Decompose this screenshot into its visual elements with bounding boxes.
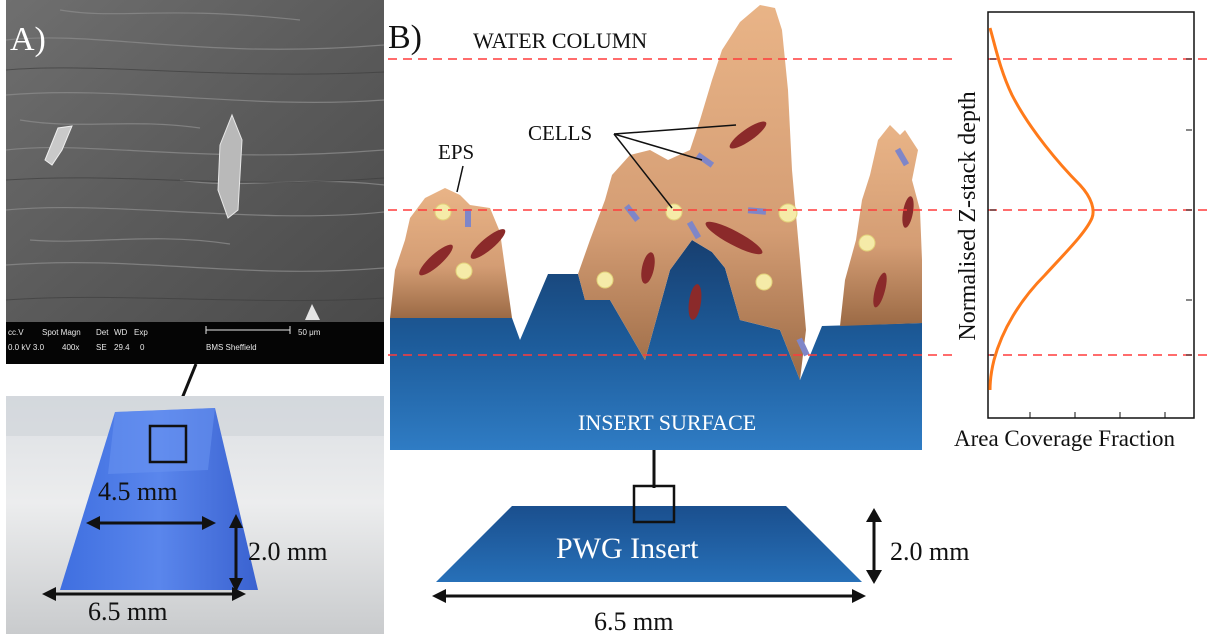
profile-plot-ticks: [990, 58, 1192, 418]
round-cell: [596, 271, 614, 289]
round-cell: [858, 234, 876, 252]
rod-cell: [419, 244, 453, 276]
rod-cell: [470, 229, 506, 259]
sem-info-det: Det: [96, 328, 109, 337]
photo-top-width-label: 4.5 mm: [98, 477, 177, 506]
rod-cell: [705, 221, 763, 255]
photo-arrowheads: [42, 514, 246, 601]
sem-info-exp-value: 0: [140, 343, 145, 352]
round-cell: [434, 203, 452, 221]
sem-info-cc: cc.V: [8, 328, 24, 337]
sem-info-wd: WD: [114, 328, 128, 337]
photo-height-label: 2.0 mm: [248, 537, 327, 566]
panel-a-label: A): [10, 21, 46, 58]
zoom-box-diagram: [632, 484, 676, 524]
rod-cell: [902, 196, 914, 228]
sem-info-mag: 400x: [62, 343, 79, 352]
sem-particle-tip: [305, 304, 320, 320]
photo-bottom-width-label: 6.5 mm: [88, 597, 167, 626]
eps-label: EPS: [438, 140, 474, 164]
rod-cell: [873, 272, 887, 308]
sem-particle-small: [44, 125, 73, 166]
sem-info-spot: Spot Magn: [42, 328, 81, 337]
profile-plot: [987, 11, 1195, 419]
short-rod-cell: [624, 204, 640, 222]
diagram-width-label: 6.5 mm: [594, 607, 673, 636]
area-coverage-profile: [988, 27, 1095, 391]
eps-cluster-left: [390, 188, 512, 318]
round-cell: [455, 262, 473, 280]
sem-info-se: SE: [96, 343, 107, 352]
short-rod-cell: [796, 337, 810, 357]
eps-pointer: [456, 165, 464, 193]
photo-dimension-arrows: [48, 521, 240, 596]
short-rod-cell: [695, 152, 715, 168]
round-cell: [665, 203, 683, 221]
diagram-arrowheads: [432, 508, 882, 603]
short-rod-cell: [465, 209, 471, 227]
rod-cells: [419, 121, 914, 320]
short-rod-cell: [894, 147, 910, 167]
sem-info-wd-value: 29.4: [114, 343, 130, 352]
sem-scale-label: 50 μm: [298, 328, 321, 337]
sem-info-exp: Exp: [134, 328, 148, 337]
panel-b-label: B): [388, 19, 422, 56]
rod-cell: [688, 284, 702, 320]
pwg-insert-label: PWG Insert: [556, 532, 699, 565]
diagram-height-label: 2.0 mm: [890, 537, 969, 566]
insert-photo: [6, 396, 384, 634]
pwg-insert-diagram: [436, 506, 862, 582]
short-rod-cell: [747, 207, 767, 215]
sem-micrograph: cc.V Spot Magn Det WD Exp 0.0 kV 3.0 400…: [5, 0, 385, 364]
short-rod-cell: [686, 220, 702, 240]
insert-surface: [390, 240, 922, 450]
sem-info-bar: [6, 322, 384, 364]
cells-pointers: [613, 124, 737, 209]
depth-guide-lines: [388, 58, 1212, 356]
rod-cell: [641, 252, 655, 284]
rod-cell: [729, 121, 767, 149]
round-cell: [755, 273, 773, 291]
insert-surface-label: INSERT SURFACE: [578, 410, 756, 435]
sem-particle-large: [217, 113, 243, 219]
short-rod-cells: [465, 147, 910, 357]
round-cell: [778, 203, 798, 223]
sem-scale-bar: [205, 326, 291, 334]
profile-xlabel: Area Coverage Fraction: [954, 426, 1175, 451]
diagram-dimension-arrows: [440, 518, 876, 598]
round-cells: [434, 203, 876, 291]
water-column-label: WATER COLUMN: [473, 28, 647, 53]
profile-ylabel: Normalised Z-stack depth: [955, 91, 981, 340]
profile-plot-frame: [987, 11, 1195, 419]
sem-info-kv: 0.0 kV 3.0: [8, 343, 45, 352]
zoom-box-photo: [148, 424, 188, 464]
eps-cluster-right: [840, 125, 922, 326]
sem-info-lab: BMS Sheffield: [206, 343, 257, 352]
cells-label: CELLS: [528, 121, 592, 145]
eps-cluster-center: [578, 5, 806, 380]
